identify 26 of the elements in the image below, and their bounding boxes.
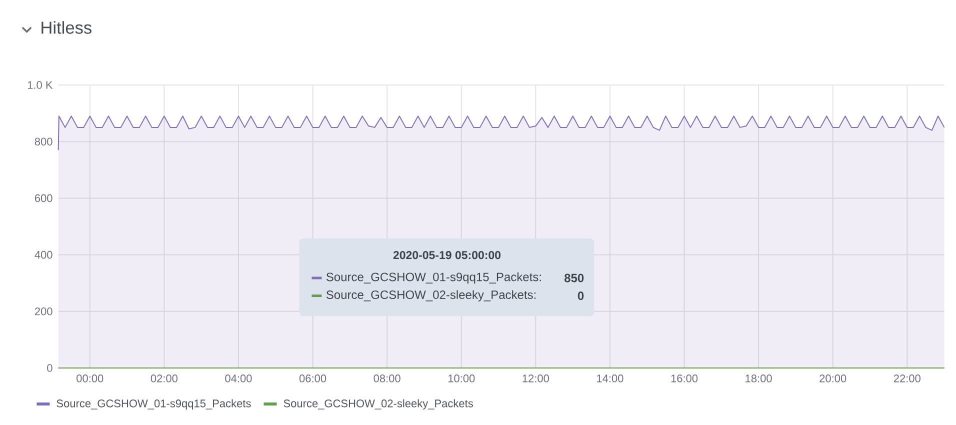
annotation: Source_GCSHOW_02-sleeky_Packets: xyxy=(326,290,536,302)
x-tick-label: 04:00 xyxy=(225,374,252,382)
y-tick-label: 1.0 K xyxy=(28,81,53,89)
x-tick-label: 22:00 xyxy=(894,374,920,382)
annotation: Source_GCSHOW_01-s9qq15_Packets: xyxy=(326,272,541,284)
x-tick-label: 18:00 xyxy=(746,374,772,382)
legend-label: Source_GCSHOW_02-sleeky_Packets xyxy=(284,399,473,410)
x-tick-label: 00:00 xyxy=(76,374,104,382)
x-tick-label: 02:00 xyxy=(150,374,178,382)
x-tick-label: 08:00 xyxy=(374,374,400,382)
y-tick-label: 400 xyxy=(34,250,52,259)
annotation: 2020-05-19 05:00:00 xyxy=(393,251,501,260)
x-tick-label: 14:00 xyxy=(597,374,624,382)
y-tick-label: 800 xyxy=(34,138,52,146)
y-tick-label: 600 xyxy=(34,194,52,202)
y-tick-label: 0 xyxy=(47,364,52,372)
chart-title: Hitless xyxy=(42,21,92,34)
x-tick-label: 10:00 xyxy=(448,374,475,382)
legend-label: Source_GCSHOW_01-s9qq15_Packets xyxy=(56,399,251,410)
annotation: 850 xyxy=(564,274,584,282)
x-tick-label: 16:00 xyxy=(671,374,698,382)
x-tick-label: 12:00 xyxy=(522,374,549,382)
x-tick-label: 20:00 xyxy=(820,374,846,382)
y-tick-label: 200 xyxy=(34,308,52,316)
annotation: 0 xyxy=(578,292,584,300)
x-tick-label: 06:00 xyxy=(299,374,326,382)
